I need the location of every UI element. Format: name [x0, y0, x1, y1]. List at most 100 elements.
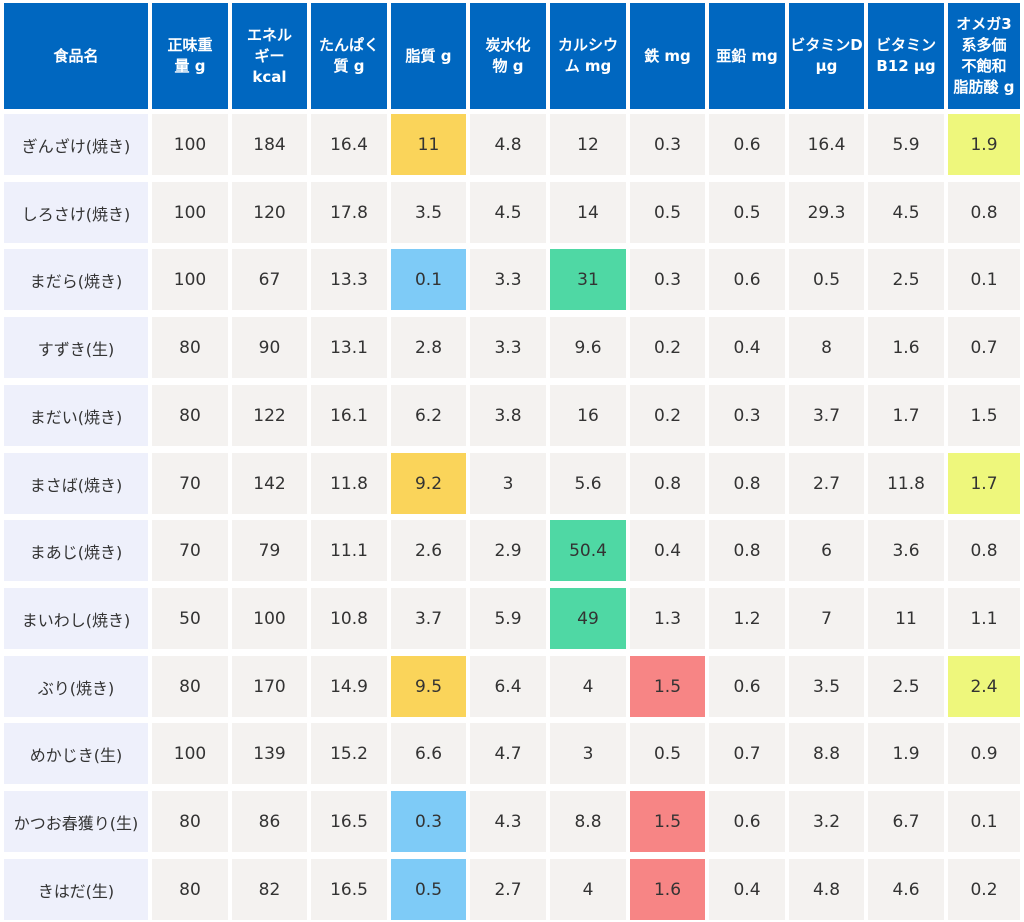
table-cell: 0.5: [630, 723, 705, 784]
table-cell: 0.8: [709, 453, 785, 514]
table-cell: 1.3: [630, 588, 705, 649]
table-cell: 0.6: [709, 249, 785, 310]
table-cell: 122: [232, 385, 307, 446]
row-food-name: まさば(焼き): [4, 453, 148, 514]
table-cell: 1.5: [630, 791, 705, 852]
row-food-name: かつお春獲り(生): [4, 791, 148, 852]
table-cell: 80: [152, 317, 228, 378]
header-cell: ビタミン B12 μg: [868, 3, 944, 109]
table-cell: 5.6: [550, 453, 626, 514]
table-cell: 6.4: [470, 656, 546, 717]
table-cell: 9.2: [391, 453, 466, 514]
table-cell: 3.6: [868, 520, 944, 581]
table-cell: 0.8: [948, 182, 1020, 243]
table-cell: 3: [470, 453, 546, 514]
table-cell: 14.9: [311, 656, 387, 717]
table-cell: 0.1: [948, 249, 1020, 310]
header-cell: エネル ギー kcal: [232, 3, 307, 109]
row-food-name: ぎんざけ(焼き): [4, 114, 148, 175]
table-cell: 6.2: [391, 385, 466, 446]
table-cell: 2.7: [470, 859, 546, 920]
table-cell: 16.5: [311, 859, 387, 920]
table-cell: 3.5: [391, 182, 466, 243]
header-cell: 鉄 mg: [630, 3, 705, 109]
table-cell: 0.3: [630, 249, 705, 310]
table-cell: 3.3: [470, 317, 546, 378]
table-cell: 0.4: [630, 520, 705, 581]
row-food-name: めかじき(生): [4, 723, 148, 784]
table-cell: 5.9: [470, 588, 546, 649]
header-cell: たんぱく 質 g: [311, 3, 387, 109]
table-cell: 16.5: [311, 791, 387, 852]
table-cell: 1.9: [868, 723, 944, 784]
table-cell: 0.3: [709, 385, 785, 446]
table-cell: 4.5: [470, 182, 546, 243]
table-cell: 2.5: [868, 656, 944, 717]
table-cell: 0.5: [391, 859, 466, 920]
table-cell: 120: [232, 182, 307, 243]
table-cell: 0.8: [630, 453, 705, 514]
table-cell: 0.5: [630, 182, 705, 243]
table-cell: 4.7: [470, 723, 546, 784]
table-cell: 2.9: [470, 520, 546, 581]
table-cell: 3.7: [391, 588, 466, 649]
table-cell: 139: [232, 723, 307, 784]
table-cell: 16.1: [311, 385, 387, 446]
table-cell: 3: [550, 723, 626, 784]
table-cell: 82: [232, 859, 307, 920]
table-cell: 49: [550, 588, 626, 649]
table-cell: 8: [789, 317, 864, 378]
table-cell: 1.5: [630, 656, 705, 717]
table-cell: 3.5: [789, 656, 864, 717]
header-cell: オメガ3 系多価 不飽和 脂肪酸 g: [948, 3, 1020, 109]
table-cell: 8.8: [789, 723, 864, 784]
table-cell: 100: [152, 249, 228, 310]
header-cell: ビタミンD μg: [789, 3, 864, 109]
table-cell: 4: [550, 859, 626, 920]
table-cell: 1.9: [948, 114, 1020, 175]
table-cell: 70: [152, 453, 228, 514]
table-cell: 100: [152, 723, 228, 784]
table-cell: 6: [789, 520, 864, 581]
row-food-name: まだい(焼き): [4, 385, 148, 446]
table-cell: 0.1: [391, 249, 466, 310]
row-food-name: しろさけ(焼き): [4, 182, 148, 243]
table-cell: 4.8: [789, 859, 864, 920]
table-cell: 13.3: [311, 249, 387, 310]
table-cell: 100: [232, 588, 307, 649]
table-cell: 80: [152, 859, 228, 920]
table-cell: 0.3: [630, 114, 705, 175]
table-cell: 15.2: [311, 723, 387, 784]
table-cell: 2.7: [789, 453, 864, 514]
row-food-name: まだら(焼き): [4, 249, 148, 310]
table-cell: 80: [152, 656, 228, 717]
table-cell: 90: [232, 317, 307, 378]
table-cell: 31: [550, 249, 626, 310]
table-cell: 11.8: [868, 453, 944, 514]
table-cell: 6.6: [391, 723, 466, 784]
table-cell: 100: [152, 182, 228, 243]
table-cell: 3.7: [789, 385, 864, 446]
table-cell: 67: [232, 249, 307, 310]
table-cell: 4.6: [868, 859, 944, 920]
table-cell: 170: [232, 656, 307, 717]
table-cell: 17.8: [311, 182, 387, 243]
table-cell: 1.7: [948, 453, 1020, 514]
table-cell: 2.4: [948, 656, 1020, 717]
header-cell: 脂質 g: [391, 3, 466, 109]
table-cell: 3.2: [789, 791, 864, 852]
table-cell: 0.5: [709, 182, 785, 243]
table-cell: 0.2: [630, 385, 705, 446]
table-cell: 4: [550, 656, 626, 717]
table-cell: 86: [232, 791, 307, 852]
table-cell: 0.7: [709, 723, 785, 784]
table-cell: 9.6: [550, 317, 626, 378]
table-cell: 6.7: [868, 791, 944, 852]
table-cell: 16: [550, 385, 626, 446]
table-cell: 100: [152, 114, 228, 175]
table-cell: 1.1: [948, 588, 1020, 649]
header-cell: 亜鉛 mg: [709, 3, 785, 109]
table-cell: 0.6: [709, 114, 785, 175]
table-cell: 0.7: [948, 317, 1020, 378]
